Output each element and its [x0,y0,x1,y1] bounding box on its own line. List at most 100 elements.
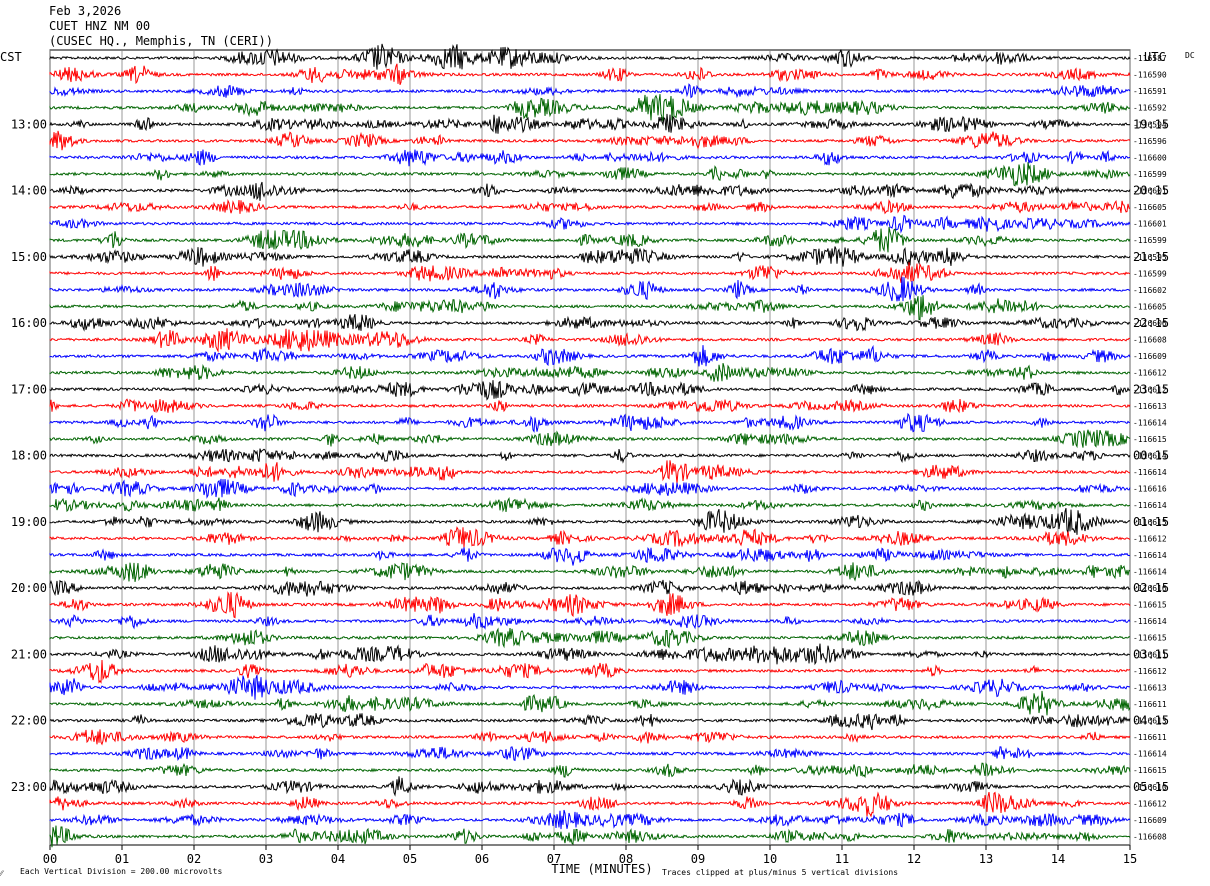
seismic-trace [49,380,1131,401]
dc-offset-label: -116613 [1133,402,1167,411]
seismic-trace [49,591,1131,619]
dc-offset-label: -116614 [1133,418,1167,427]
seismic-trace [49,460,1131,484]
seismic-trace [49,162,1131,187]
dc-offset-label: -116601 [1133,220,1167,229]
cst-hour-label: 15:00 [11,250,47,264]
cst-hour-label: 14:00 [11,184,47,198]
dc-offset-label: -116592 [1133,104,1167,113]
dc-offset-label: -116614 [1133,750,1167,759]
x-tick-label: 02 [187,852,201,866]
seismic-trace [49,328,1130,353]
dc-offset-label: -116599 [1133,269,1167,278]
seismic-trace [49,659,1131,684]
seismic-trace [49,227,1131,253]
seismic-trace [49,746,1131,762]
dc-offset-label: -116605 [1133,302,1167,311]
seismic-trace [49,478,1131,499]
dc-offset-label: -116600 [1133,153,1167,162]
x-axis-label: TIME (MINUTES) [551,862,652,876]
cst-hour-label: 19:00 [11,515,47,529]
seismic-trace [49,130,1131,151]
dc-offset-label: -116615 [1133,518,1167,527]
footer-mark: ⁄⁄ [0,869,4,878]
cst-hour-label: 16:00 [11,316,47,330]
dc-offset-label: -116602 [1133,286,1167,295]
seismic-trace [49,627,1131,649]
utc-axis-label: UTC [1144,50,1166,64]
x-tick-label: 09 [691,852,705,866]
seismic-trace [49,246,1131,267]
dc-offset-label: -116612 [1133,385,1167,394]
dc-offset-label: -116613 [1133,683,1167,692]
seismic-trace [49,94,1131,122]
cst-axis-label: CST [0,50,22,64]
utc-hour-label: 20:15 [1133,184,1169,198]
dc-offset-label: -116614 [1133,567,1167,576]
seismic-trace [49,809,1131,830]
dc-offset-label: -116613 [1133,717,1167,726]
x-tick-label: 07 [547,852,561,866]
cst-hour-label: 17:00 [11,382,47,396]
dc-offset-label: -116601 [1133,187,1167,196]
cst-hour-label: 18:00 [11,449,47,463]
dc-offset-label: -116615 [1133,435,1167,444]
x-tick-label: 01 [115,852,129,866]
seismic-trace [49,613,1131,630]
seismic-trace [49,546,1131,566]
seismic-trace [49,579,1131,597]
scale-note: Each Vertical Division = 200.00 microvol… [20,867,222,876]
seismic-trace [49,690,1131,716]
dc-offset-label: -116614 [1133,452,1167,461]
utc-hour-label: 00:15 [1133,449,1169,463]
dc-offset-label: -116616 [1133,584,1167,593]
seismic-trace [49,295,1131,321]
utc-hour-label: 01:15 [1133,515,1169,529]
seismic-trace [49,729,1131,746]
cst-hour-label: 22:00 [11,714,47,728]
dc-offset-label: -116614 [1133,501,1167,510]
seismic-trace [49,448,1131,464]
seismic-trace [49,214,1131,234]
seismic-trace [49,412,1131,433]
dc-offset-label: -116612 [1133,534,1167,543]
dc-offset-label: -116606 [1133,319,1167,328]
x-tick-label: 08 [619,852,633,866]
seismic-trace [49,181,1131,201]
dc-offset-label: -116615 [1133,766,1167,775]
utc-hour-label: 23:15 [1133,382,1169,396]
seismic-trace [49,83,1131,99]
x-tick-label: 03 [259,852,273,866]
dc-offset-label: -116611 [1133,650,1167,659]
dc-offset-label: -116609 [1133,352,1167,361]
utc-hour-label: 02:15 [1133,581,1169,595]
seismic-trace [49,398,1131,414]
cst-hour-label: 20:00 [11,581,47,595]
dc-offset-label: -116611 [1133,733,1167,742]
seismic-trace [49,313,1131,332]
x-tick-label: 15 [1123,852,1137,866]
seismic-trace [49,791,1131,818]
seismic-trace [49,262,1131,283]
utc-hour-label: 05:15 [1133,780,1169,794]
x-tick-label: 14 [1051,852,1065,866]
x-tick-label: 13 [979,852,993,866]
seismic-trace [49,429,1131,449]
cst-hour-label: 23:00 [11,780,47,794]
dc-offset-label: -116614 [1133,551,1167,560]
seismic-trace [49,562,1131,582]
seismic-trace [49,526,1131,548]
dc-offset-label: -116615 [1133,601,1167,610]
utc-hour-label: 21:15 [1133,250,1169,264]
station-code: CUET HNZ NM 00 [49,19,151,33]
dc-offset-label: -116609 [1133,816,1167,825]
dc-offset-label: -116599 [1133,170,1167,179]
cst-hour-label: 21:00 [11,647,47,661]
seismic-trace [49,362,1131,382]
seismic-trace [49,344,1131,367]
dc-offset-label: -116608 [1133,832,1167,841]
dc-offset-label: -116587 [1133,54,1167,63]
x-tick-label: 12 [907,852,921,866]
x-tick-label: 10 [763,852,777,866]
plot-frame [49,49,1131,846]
